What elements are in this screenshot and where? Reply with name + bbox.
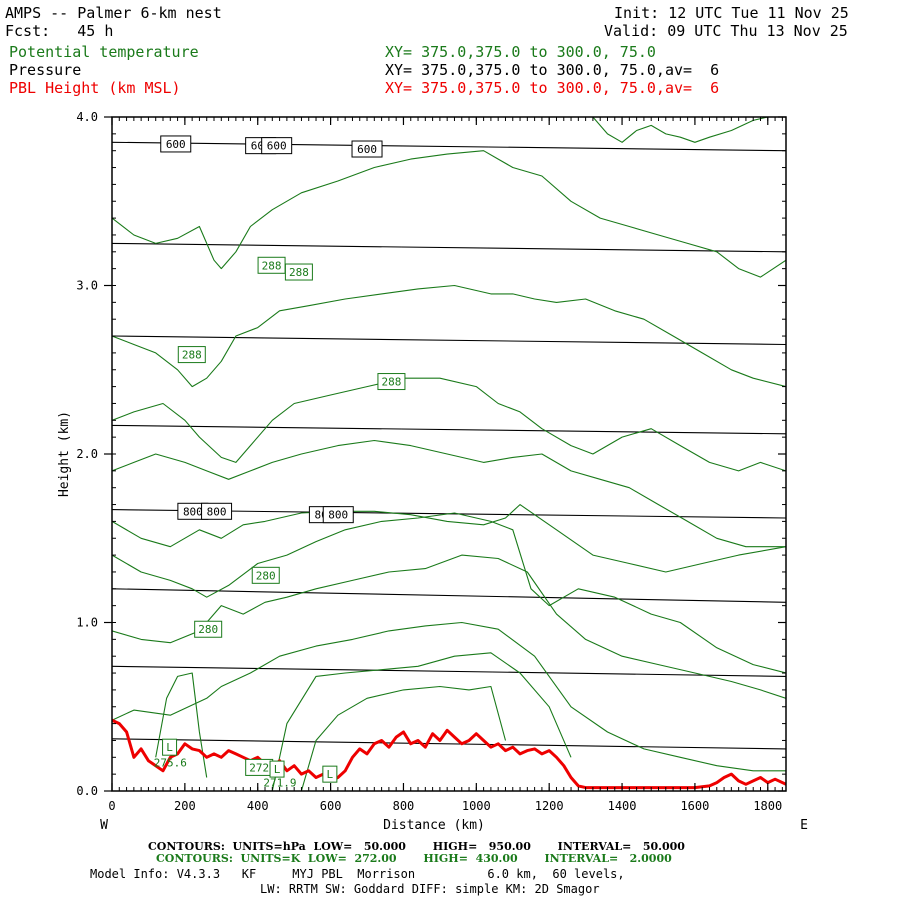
field-pressure-name: Pressure [9,61,82,79]
footer-model-info: Model Info: V4.3.3 KF MYJ PBL Morrison 6… [90,867,625,881]
series-line-pressure-950-hpa [112,738,786,750]
y-tick-label: 1.0 [76,616,98,630]
pressure-label-box [201,502,233,520]
y-axis-label: Height (km) [57,411,72,497]
series-line-pressure-650-hpa [112,242,786,253]
pressure-label-0: 600 [166,138,186,151]
pressure-label-5: 800 [207,505,227,518]
x-tick-label: 200 [174,799,196,813]
x-tick-label: 1200 [535,799,564,813]
west-label: W [100,818,108,833]
theta-label-5: 280 [198,623,218,636]
series-line-pressure-600-hpa [112,141,786,152]
theta-label-8: 275.6 [154,756,187,769]
pressure-label-3: 600 [357,143,377,156]
theta-label-10: 271.9 [263,777,296,790]
pressure-label-2: 600 [267,140,287,153]
pressure-label-box [160,135,192,153]
theta-label-box [377,373,406,391]
series-line-theta-290-k [112,150,786,278]
theta-label-6: 272 [249,761,269,774]
theta-label-box [269,760,285,778]
forecast-hour: Fcst: 45 h [5,22,114,40]
x-tick-label: 1400 [608,799,637,813]
series-line-theta-274-k [271,652,572,791]
theta-label-0: 288 [262,259,282,272]
field-theta-xy: XY= 375.0,375.0 to 300.0, 75.0 [385,43,656,61]
theta-label-7: L [166,741,173,754]
theta-label-1: 288 [289,266,309,279]
pressure-label-7: 800 [328,509,348,522]
theta-label-9: L [274,763,281,776]
series-line-theta-288-k [112,284,786,388]
series-line-theta-276-k [112,621,786,772]
theta-label-11: L [327,768,334,781]
valid-time: Valid: 09 UTC Thu 13 Nov 25 [604,22,848,40]
theta-label-3: 288 [381,376,401,389]
pressure-label-box [351,140,383,158]
theta-label-2: 288 [182,349,202,362]
x-tick-label: 400 [247,799,269,813]
theta-label-box [194,620,223,638]
x-axis-label: Distance (km) [383,818,485,833]
chart-title: AMPS -- Palmer 6-km nest [5,4,222,22]
footer-pressure-contours: CONTOURS: UNITS=hPa LOW= 50.000 HIGH= 95… [148,840,685,853]
theta-label-box [284,263,313,281]
theta-label-box [162,738,178,756]
footer-theta-contours: CONTOURS: UNITS=K LOW= 272.00 HIGH= 430.… [156,852,672,865]
field-theta-name: Potential temperature [9,43,199,61]
east-label: E [800,818,808,833]
footer-physics: LW: RRTM SW: Goddard DIFF: simple KM: 2D… [260,882,600,896]
theta-label-box [177,346,206,364]
series-line-pressure-750-hpa [112,424,786,435]
series-line-theta-280-k [112,512,786,674]
theta-label-4: 280 [256,569,276,582]
series-line-theta-286-k [112,377,786,472]
series-line-pbl-height [112,718,786,790]
pressure-label-box [261,137,293,155]
pressure-label-4: 800 [183,505,203,518]
x-tick-label: 1800 [753,799,782,813]
x-tick-label: 1600 [680,799,709,813]
series-line-theta-272-k [155,672,208,778]
field-pbl-name: PBL Height (km MSL) [9,79,181,97]
y-tick-label: 3.0 [76,279,98,293]
series-line-pressure-850-hpa [112,588,786,603]
series-line-theta-272-k-east- [300,685,507,791]
series-line-pressure-700-hpa [112,335,786,346]
field-pressure-xy: XY= 375.0,375.0 to 300.0, 75.0,av= 6 [385,61,720,79]
series-line-pressure-900-hpa [112,665,786,677]
pressure-label-box [322,506,354,524]
series-line-theta-292-k [592,117,768,143]
x-tick-label: 800 [393,799,415,813]
x-tick-label: 600 [320,799,342,813]
x-tick-label: 0 [108,799,115,813]
series-line-theta-282-k [112,504,786,573]
y-tick-label: 0.0 [76,784,98,798]
y-tick-label: 2.0 [76,447,98,461]
theta-label-box [251,566,280,584]
init-time: Init: 12 UTC Tue 11 Nov 25 [614,4,849,22]
field-pbl-xy: XY= 375.0,375.0 to 300.0, 75.0,av= 6 [385,79,720,97]
x-tick-label: 1000 [462,799,491,813]
series-line-theta-278-k [112,554,786,699]
y-tick-label: 4.0 [76,110,98,124]
series-line-theta-284-k [112,439,786,548]
theta-label-box [322,765,338,783]
